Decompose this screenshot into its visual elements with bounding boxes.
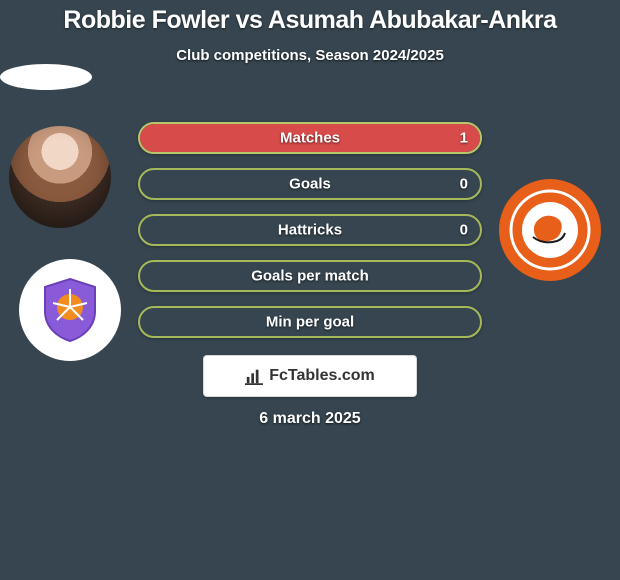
- comparison-date: 6 march 2025: [0, 410, 620, 428]
- fctables-badge[interactable]: FcTables.com: [203, 355, 417, 397]
- stat-label: Goals: [140, 176, 480, 193]
- player1-club-badge: [19, 259, 121, 361]
- stat-row: Goals0: [138, 168, 482, 200]
- stat-label: Hattricks: [140, 222, 480, 239]
- stat-row: Hattricks0: [138, 214, 482, 246]
- roar-icon: [507, 187, 593, 273]
- player1-avatar: [9, 126, 111, 228]
- fctables-badge-text: FcTables.com: [269, 367, 375, 385]
- stats-list: Matches1Goals0Hattricks0Goals per matchM…: [138, 122, 482, 352]
- player2-club-badge: [499, 179, 601, 281]
- stat-value-right: 0: [460, 222, 468, 239]
- stat-label: Goals per match: [140, 268, 480, 285]
- shield-icon: [35, 275, 105, 345]
- stat-row: Min per goal: [138, 306, 482, 338]
- stat-row: Goals per match: [138, 260, 482, 292]
- page-title: Robbie Fowler vs Asumah Abubakar-Ankra: [0, 0, 620, 35]
- stat-bar-right: [140, 124, 480, 152]
- stat-row: Matches1: [138, 122, 482, 154]
- stat-value-right: 0: [460, 176, 468, 193]
- player2-avatar-placeholder: [0, 64, 92, 90]
- bar-chart-icon: [245, 367, 263, 385]
- page-subtitle: Club competitions, Season 2024/2025: [0, 47, 620, 64]
- stat-label: Min per goal: [140, 314, 480, 331]
